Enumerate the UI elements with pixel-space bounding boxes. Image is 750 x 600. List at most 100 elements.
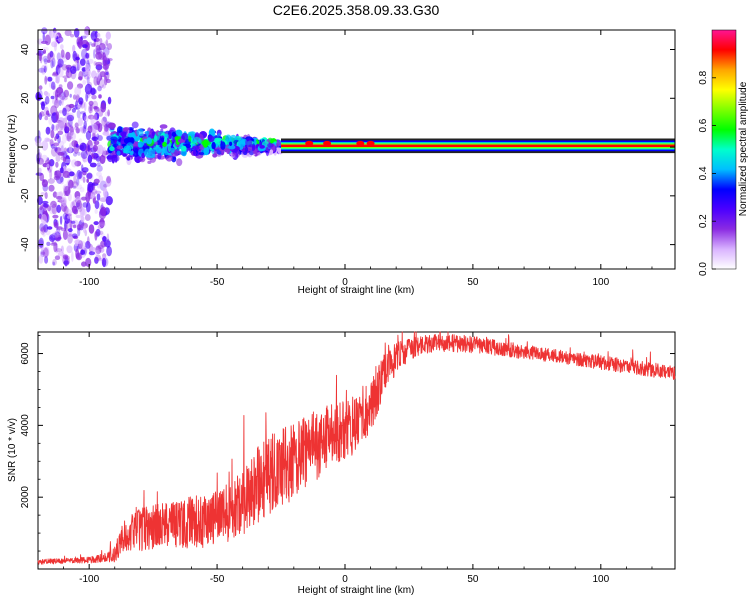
x-tick-label: 50 bbox=[467, 277, 479, 288]
spectrogram-cell bbox=[87, 144, 91, 153]
spectrogram-cell bbox=[91, 70, 97, 79]
spectrogram-cell bbox=[66, 132, 72, 142]
spectrogram-cell bbox=[100, 206, 107, 217]
spectrogram-cell bbox=[144, 131, 150, 135]
spectrogram-cell bbox=[39, 53, 43, 64]
spectrogram-cell bbox=[81, 196, 87, 201]
spectrogram-cell bbox=[84, 214, 91, 221]
spectrogram-cell bbox=[83, 247, 88, 251]
spectrogram-cell bbox=[99, 154, 106, 164]
spectrogram-cell bbox=[105, 78, 111, 84]
spectrogram-cell bbox=[52, 231, 59, 239]
spectrogram-cell bbox=[47, 226, 53, 230]
spectrogram-cell bbox=[56, 196, 63, 200]
spectrogram-cell bbox=[93, 61, 97, 66]
spectrogram-cell bbox=[41, 101, 45, 111]
spectrogram-cell bbox=[37, 167, 42, 173]
spectrogram-cell bbox=[62, 64, 68, 71]
spectrogram-cell bbox=[52, 261, 55, 266]
spectrogram-cell bbox=[62, 156, 66, 163]
spectrogram-cell bbox=[80, 208, 87, 216]
spectrogram-cell bbox=[73, 173, 77, 184]
spectrogram-cell bbox=[97, 184, 102, 189]
spectrogram-cell bbox=[70, 220, 76, 224]
spectrogram-cell bbox=[54, 230, 61, 236]
spectrogram-cell bbox=[162, 141, 167, 147]
spectrogram-cell bbox=[57, 58, 64, 68]
snr-y-label: SNR (10 * v/v) bbox=[7, 418, 18, 482]
spectrogram-cell bbox=[168, 133, 172, 140]
spectrogram-cell bbox=[44, 116, 49, 121]
spectrogram-cell bbox=[100, 102, 107, 113]
spectrogram-cell bbox=[96, 162, 101, 167]
spectrogram-cell bbox=[72, 44, 76, 53]
spectrogram-cell bbox=[86, 172, 93, 179]
spectrogram-cell bbox=[76, 200, 82, 210]
spectrogram-cell bbox=[131, 121, 139, 129]
spectrogram-cell bbox=[69, 66, 77, 74]
spectrogram-cell bbox=[84, 63, 90, 73]
spectrogram-band-noise bbox=[34, 26, 113, 268]
spectrogram-cell bbox=[46, 163, 50, 169]
spectrogram-cell bbox=[59, 176, 64, 183]
spectrogram-cell bbox=[159, 124, 168, 129]
spectrogram-cell bbox=[38, 67, 46, 73]
spectrogram-cell bbox=[42, 55, 49, 63]
spectrogram-cell bbox=[93, 249, 100, 256]
spectrogram-cell bbox=[64, 77, 67, 83]
spectrogram-band-narrow bbox=[281, 138, 675, 154]
spectrogram-cell bbox=[67, 230, 73, 237]
spectrogram-cell bbox=[97, 68, 101, 73]
spectrogram-cell bbox=[187, 131, 195, 136]
spectrogram-cell bbox=[71, 205, 78, 214]
spectrogram-cell bbox=[96, 193, 101, 201]
spectrogram-cell bbox=[53, 221, 59, 228]
y-tick-label: 20 bbox=[20, 92, 31, 104]
spectrogram-cell bbox=[69, 131, 76, 141]
spectrogram-cell bbox=[55, 123, 59, 131]
spectrogram-cell bbox=[126, 142, 134, 150]
spectrogram-cell bbox=[160, 137, 165, 142]
spectrogram-cell bbox=[83, 74, 91, 80]
spectrogram-cell bbox=[107, 122, 116, 129]
spectrogram-cell bbox=[110, 138, 115, 145]
spectrogram-cell bbox=[115, 132, 120, 136]
spectrogram-cell bbox=[85, 130, 92, 141]
spectrogram-cell bbox=[39, 205, 43, 211]
spectrogram-cell bbox=[80, 150, 88, 160]
spectrogram-cell bbox=[74, 122, 79, 128]
spectrogram-cell bbox=[76, 109, 81, 119]
spectrogram-cell bbox=[157, 131, 165, 136]
spectrogram-marks bbox=[34, 26, 675, 268]
spectrogram-cell bbox=[93, 49, 96, 59]
spectrogram-cell bbox=[54, 170, 58, 176]
spectrogram-cell bbox=[50, 242, 58, 246]
spectrogram-cell bbox=[39, 111, 45, 117]
spectrogram-cell bbox=[52, 191, 58, 198]
spectrogram-cell bbox=[106, 155, 114, 160]
spectrogram-cell bbox=[107, 43, 112, 50]
spectrogram-cell bbox=[151, 153, 156, 157]
spectrogram-cell bbox=[43, 90, 49, 96]
spectrogram-cell bbox=[58, 99, 62, 106]
spectrogram-cell bbox=[104, 75, 108, 86]
spectrogram-cell bbox=[85, 257, 92, 267]
spectrogram-cell bbox=[182, 143, 187, 147]
spectrogram-cell bbox=[56, 87, 64, 95]
spectrogram-cell bbox=[77, 61, 81, 70]
spectrogram-cell bbox=[94, 200, 100, 210]
spectrogram-cell bbox=[47, 59, 51, 63]
spectrogram-cell bbox=[276, 141, 283, 146]
spectrogram-cell bbox=[74, 86, 82, 96]
spectrogram-cell bbox=[121, 132, 127, 138]
spectrogram-cell bbox=[95, 52, 103, 60]
spectrogram-cell bbox=[47, 178, 55, 184]
spectrogram-cell bbox=[64, 29, 72, 37]
spectrogram-cell bbox=[101, 84, 106, 89]
spectrogram-cell bbox=[45, 126, 51, 135]
spectrogram-cell bbox=[70, 126, 74, 136]
spectrogram-cell bbox=[102, 116, 107, 122]
spectrogram-cell bbox=[90, 191, 96, 199]
spectrogram-cell bbox=[60, 245, 64, 254]
spectrogram-cell bbox=[144, 148, 151, 158]
